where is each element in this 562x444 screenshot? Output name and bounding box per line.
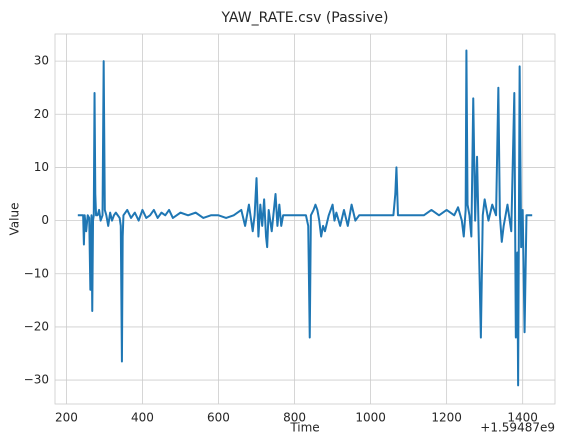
x-tick-label: 1400 [507, 411, 538, 425]
x-tick-label: 1200 [431, 411, 462, 425]
y-axis-label: Value [8, 203, 22, 236]
x-tick-label: 800 [283, 411, 306, 425]
y-tick-label: 0 [41, 213, 49, 227]
y-tick-label: −10 [24, 266, 49, 280]
y-tick-label: −20 [24, 319, 49, 333]
y-tick-label: 10 [34, 160, 49, 174]
y-tick-label: 20 [34, 107, 49, 121]
x-tick-label: 200 [55, 411, 78, 425]
data-line [77, 49, 533, 387]
x-axis-label: Time [289, 421, 319, 435]
x-tick-label: 1000 [355, 411, 386, 425]
y-tick-label: 30 [34, 54, 49, 68]
chart-title: YAW_RATE.csv (Passive) [220, 10, 388, 26]
plot-frame [54, 33, 556, 405]
x-tick-label: 400 [131, 411, 154, 425]
y-tick-label: −30 [24, 373, 49, 387]
x-offset-label: +1.59487e9 [480, 421, 555, 435]
x-tick-label: 600 [207, 411, 230, 425]
